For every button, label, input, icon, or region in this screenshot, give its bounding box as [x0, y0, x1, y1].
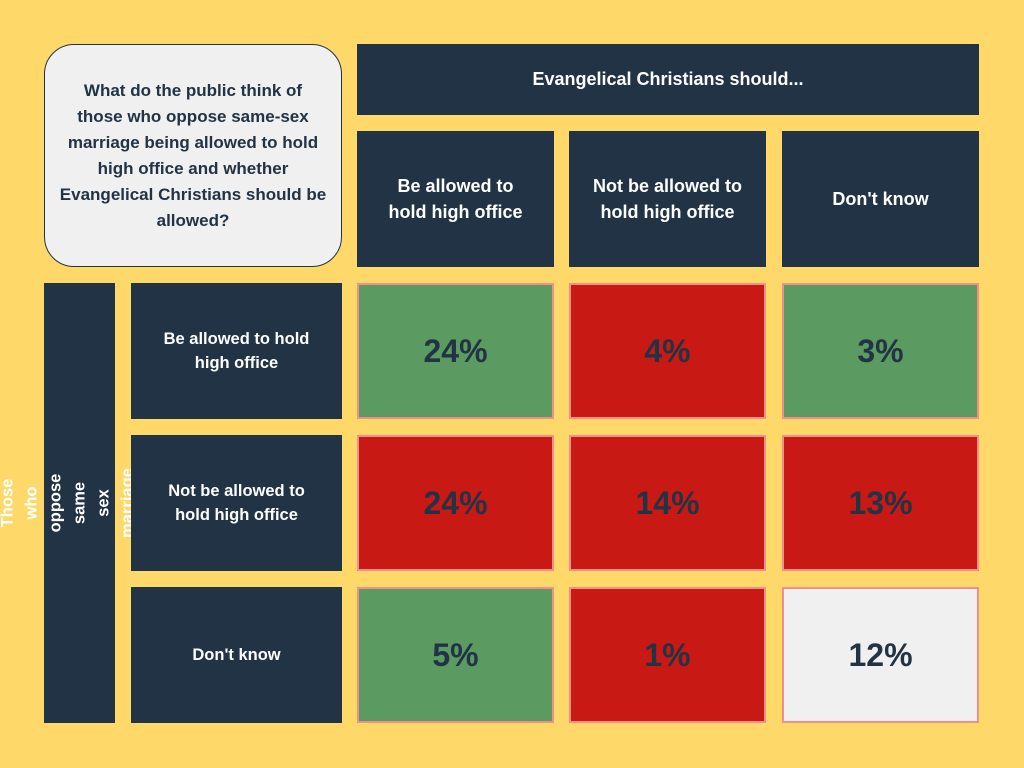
- row-header: Don't know: [131, 587, 342, 723]
- column-header: Not be allowed to hold high office: [569, 131, 766, 267]
- question-box: What do the public think of those who op…: [44, 44, 342, 267]
- row-header: Not be allowed to hold high office: [131, 435, 342, 571]
- column-header: Don't know: [782, 131, 979, 267]
- heatmap-cell: 24%: [357, 283, 554, 419]
- question-text: What do the public think of those who op…: [59, 80, 327, 230]
- column-header: Be allowed to hold high office: [357, 131, 554, 267]
- heatmap-cell: 3%: [782, 283, 979, 419]
- heatmap-cell: 14%: [569, 435, 766, 571]
- column-group-label: Evangelical Christians should...: [532, 69, 804, 89]
- heatmap-cell: 24%: [357, 435, 554, 571]
- column-group-header: Evangelical Christians should...: [357, 44, 979, 115]
- row-group-header: Those who oppose same sex marriage shoul…: [0, 283, 161, 723]
- heatmap-cell: 5%: [357, 587, 554, 723]
- heatmap-cell: 12%: [782, 587, 979, 723]
- heatmap-cell: 1%: [569, 587, 766, 723]
- row-header: Be allowed to hold high office: [131, 283, 342, 419]
- heatmap-cell: 13%: [782, 435, 979, 571]
- heatmap-cell: 4%: [569, 283, 766, 419]
